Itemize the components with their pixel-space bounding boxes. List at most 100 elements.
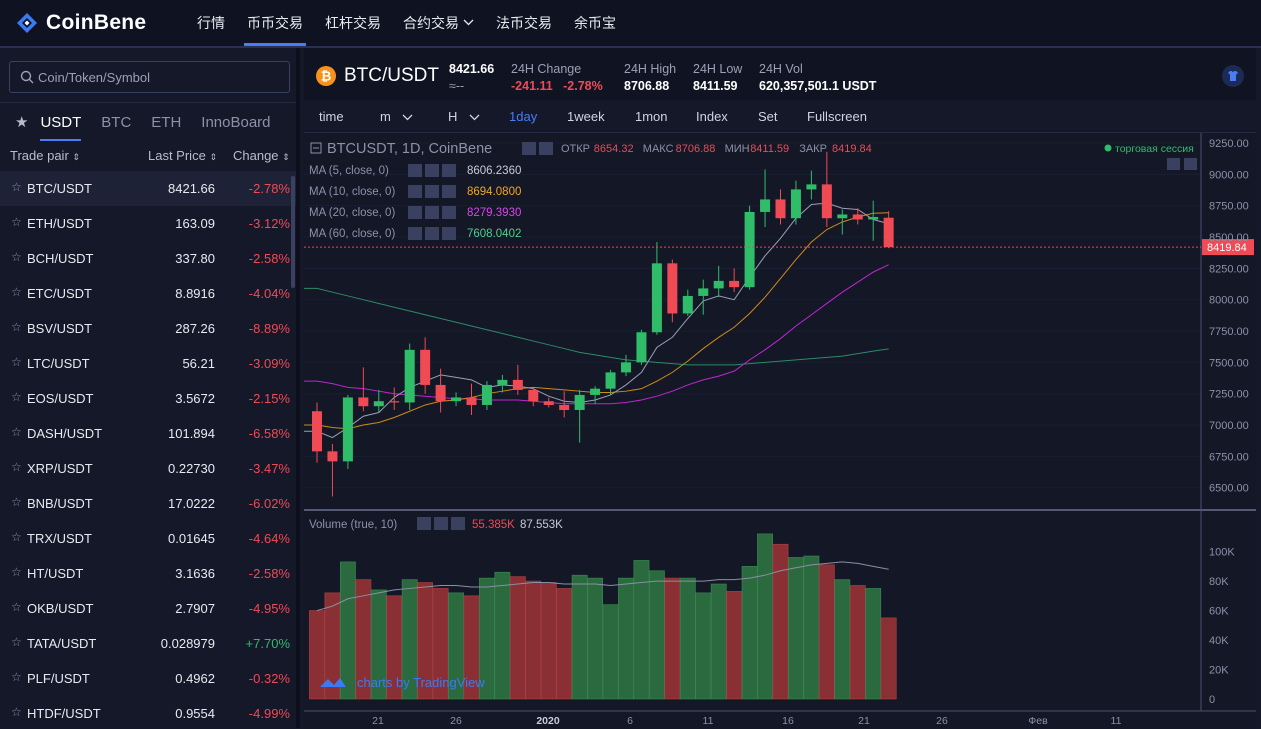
- pair-row[interactable]: ☆ BNB/USDT 17.0222 -6.02%: [0, 486, 296, 521]
- favorite-star-icon[interactable]: ☆: [11, 390, 22, 404]
- toolbar-1day[interactable]: 1day: [509, 109, 537, 124]
- pair-row[interactable]: ☆ EOS/USDT 3.5672 -2.15%: [0, 381, 296, 416]
- pair-row[interactable]: ☆ TRX/USDT 0.01645 -4.64%: [0, 521, 296, 556]
- pair-row[interactable]: ☆ HT/USDT 3.1636 -2.58%: [0, 556, 296, 591]
- favorite-star-icon[interactable]: ☆: [11, 600, 22, 614]
- toolbar-fullscreen[interactable]: Fullscreen: [807, 109, 867, 124]
- pair-row[interactable]: ☆ BTC/USDT 8421.66 -2.78%: [0, 171, 296, 206]
- favorite-star-icon[interactable]: ☆: [11, 495, 22, 509]
- pair-row[interactable]: ☆ BSV/USDT 287.26 -8.89%: [0, 311, 296, 346]
- toolbar-h[interactable]: H: [448, 109, 480, 124]
- volume-bar: [556, 588, 573, 700]
- volume-tick-label: 20K: [1209, 665, 1229, 677]
- col-trade-pair[interactable]: Trade pair ⇕: [10, 148, 80, 163]
- pair-row[interactable]: ☆ DASH/USDT 101.894 -6.58%: [0, 416, 296, 451]
- pair-row[interactable]: ☆ BCH/USDT 337.80 -2.58%: [0, 241, 296, 276]
- volume-bar: [509, 576, 526, 700]
- favorite-star-icon[interactable]: ☆: [11, 460, 22, 474]
- favorite-star-icon[interactable]: ☆: [11, 250, 22, 264]
- search-box[interactable]: [9, 61, 290, 93]
- time-tick-label: 26: [450, 715, 462, 727]
- pair-row[interactable]: ☆ LTC/USDT 56.21 -3.09%: [0, 346, 296, 381]
- price-tick-label: 7500.00: [1209, 357, 1249, 369]
- market-tab-eth[interactable]: ETH: [151, 113, 182, 131]
- toolbar-1week[interactable]: 1week: [567, 109, 605, 124]
- nav-item-3[interactable]: 合约交易: [392, 0, 485, 46]
- favorite-star-icon[interactable]: ☆: [11, 215, 22, 229]
- favorite-star-icon[interactable]: ☆: [11, 670, 22, 684]
- volume-bar: [818, 564, 835, 700]
- col-last-price[interactable]: Last Price ⇕: [148, 148, 217, 163]
- time-tick-label: 26: [936, 715, 948, 727]
- candle: [451, 397, 462, 402]
- ma-legend-label: MA (60, close, 0): [309, 228, 395, 240]
- toolbar-label: time: [319, 109, 344, 124]
- nav-item-1[interactable]: 币币交易: [236, 0, 314, 46]
- pair-row[interactable]: ☆ ETC/USDT 8.8916 -4.04%: [0, 276, 296, 311]
- pair-name: BCH/USDT: [27, 251, 94, 266]
- price-tick-label: 6750.00: [1209, 451, 1249, 463]
- pair-change: +7.70%: [245, 636, 290, 651]
- visibility-icon: [408, 164, 422, 177]
- candle: [852, 214, 863, 220]
- visibility-icon: [417, 517, 431, 530]
- visibility-icon: [408, 227, 422, 240]
- change-value: -241.11: [511, 79, 553, 93]
- pair-price: 0.01645: [168, 531, 215, 546]
- pair-row[interactable]: ☆ HTDF/USDT 0.9554 -4.99%: [0, 696, 296, 728]
- toolbar-index[interactable]: Index: [696, 109, 728, 124]
- pair-row[interactable]: ☆ ETH/USDT 163.09 -3.12%: [0, 206, 296, 241]
- candle: [543, 401, 554, 405]
- favorite-star-icon[interactable]: ☆: [11, 705, 22, 719]
- toolbar-set[interactable]: Set: [758, 109, 778, 124]
- search-input[interactable]: [38, 69, 278, 85]
- time-tick-label: 16: [782, 715, 794, 727]
- pair-change: -2.15%: [248, 391, 290, 406]
- toolbar-label: 1mon: [635, 109, 668, 124]
- toolbar-time[interactable]: time: [319, 109, 344, 124]
- candlestick-chart[interactable]: 8419.84 9250.00 9000.00 8750.00 8500.00 8250.…: [304, 133, 1256, 729]
- market-tab-btc[interactable]: BTC: [101, 113, 132, 131]
- toolbar-1mon[interactable]: 1mon: [635, 109, 668, 124]
- favorite-star-icon[interactable]: ☆: [11, 180, 22, 194]
- market-tab-usdt[interactable]: USDT: [40, 103, 81, 141]
- volume-bar: [587, 577, 603, 700]
- pair-list-scrollbar[interactable]: [291, 176, 295, 288]
- volume-bar: [602, 604, 619, 700]
- pair-change: -3.47%: [248, 461, 290, 476]
- volume-ma-line: [316, 561, 889, 612]
- ohlc-value: 8654.32: [594, 143, 634, 155]
- theme-shirt-icon[interactable]: [1222, 65, 1244, 87]
- pair-row[interactable]: ☆ TATA/USDT 0.028979 +7.70%: [0, 626, 296, 661]
- favorite-star-icon[interactable]: ☆: [11, 425, 22, 439]
- ohlc-label: МИН: [725, 143, 750, 155]
- col-change[interactable]: Change ⇕: [233, 148, 290, 163]
- favorite-star-icon[interactable]: ☆: [11, 355, 22, 369]
- favorite-star-icon[interactable]: ☆: [11, 530, 22, 544]
- nav-item-0[interactable]: 行情: [186, 0, 236, 46]
- pair-change: -2.58%: [248, 251, 290, 266]
- pair-row[interactable]: ☆ OKB/USDT 2.7907 -4.95%: [0, 591, 296, 626]
- favorites-star-icon[interactable]: ★: [15, 114, 29, 131]
- favorite-star-icon[interactable]: ☆: [11, 635, 22, 649]
- pair-price: 0.028979: [160, 636, 215, 651]
- tradingview-watermark: charts by TradingView: [357, 675, 485, 690]
- logo[interactable]: CoinBene: [16, 11, 186, 35]
- nav-item-2[interactable]: 杠杆交易: [314, 0, 392, 46]
- pair-row[interactable]: ☆ XRP/USDT 0.22730 -3.47%: [0, 451, 296, 486]
- search-icon: [20, 70, 34, 84]
- toolbar-m[interactable]: m: [380, 109, 413, 124]
- favorite-star-icon[interactable]: ☆: [11, 285, 22, 299]
- nav-item-4[interactable]: 法币交易: [485, 0, 563, 46]
- pair-row[interactable]: ☆ PLF/USDT 0.4962 -0.32%: [0, 661, 296, 696]
- favorite-star-icon[interactable]: ☆: [11, 320, 22, 334]
- volume-bar: [880, 617, 897, 700]
- tradingview-chart[interactable]: 8419.84 9250.00 9000.00 8750.00 8500.00 8250.…: [304, 132, 1256, 729]
- nav-item-5[interactable]: 余币宝: [563, 0, 627, 46]
- market-tab-innoboard[interactable]: InnoBoard: [201, 113, 271, 131]
- sort-icon: ⇕: [209, 152, 217, 162]
- divider: [0, 46, 1261, 48]
- high-label: 24H High: [624, 62, 677, 76]
- pair-name: HTDF/USDT: [27, 706, 101, 721]
- favorite-star-icon[interactable]: ☆: [11, 565, 22, 579]
